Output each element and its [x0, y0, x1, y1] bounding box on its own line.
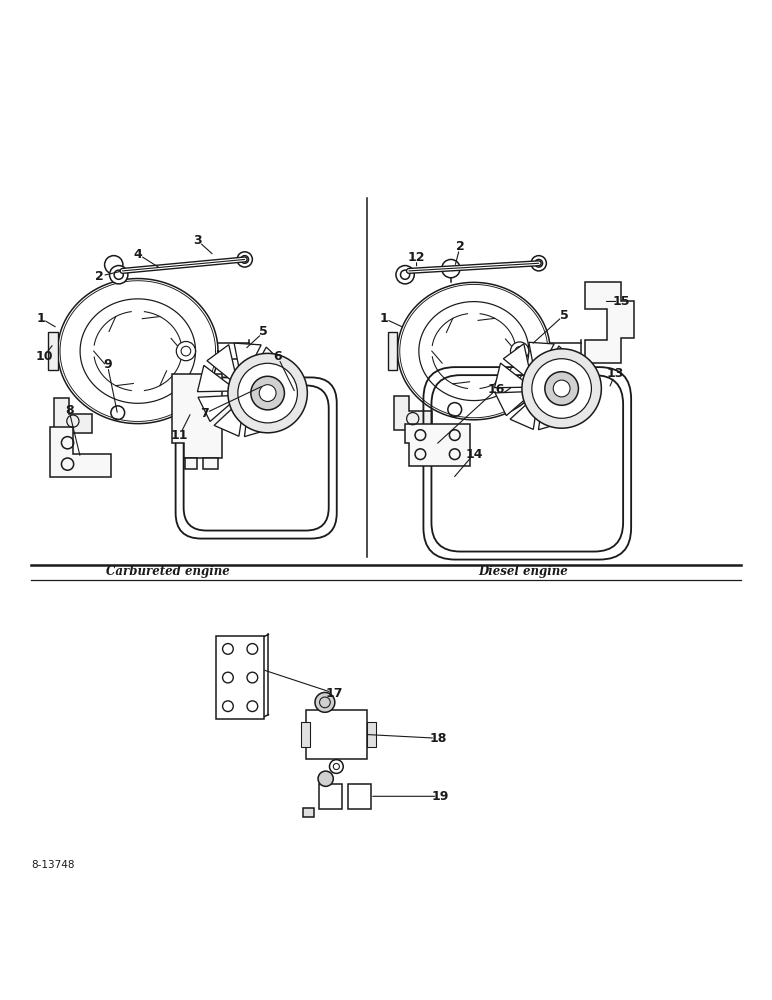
Polygon shape — [257, 371, 291, 398]
Polygon shape — [214, 402, 244, 436]
Text: 15: 15 — [612, 295, 630, 308]
Circle shape — [176, 341, 195, 361]
FancyBboxPatch shape — [306, 710, 367, 759]
Polygon shape — [303, 808, 314, 817]
Circle shape — [522, 349, 601, 428]
Text: 5: 5 — [560, 309, 568, 322]
Polygon shape — [529, 342, 554, 372]
Circle shape — [110, 266, 128, 284]
Polygon shape — [503, 344, 530, 378]
Text: 14: 14 — [465, 448, 482, 461]
Circle shape — [554, 380, 570, 397]
Text: 4: 4 — [134, 248, 142, 261]
Polygon shape — [207, 345, 236, 382]
FancyBboxPatch shape — [319, 784, 342, 809]
Circle shape — [531, 256, 547, 271]
Polygon shape — [198, 395, 235, 422]
Polygon shape — [203, 458, 218, 469]
FancyBboxPatch shape — [301, 722, 310, 747]
Polygon shape — [550, 388, 581, 420]
Polygon shape — [388, 332, 398, 370]
Text: 12: 12 — [408, 251, 425, 264]
Text: 18: 18 — [429, 732, 447, 745]
Text: 16: 16 — [488, 383, 506, 396]
Polygon shape — [245, 400, 270, 437]
Circle shape — [237, 252, 252, 267]
Text: 6: 6 — [273, 350, 282, 363]
Polygon shape — [510, 398, 538, 429]
Text: 5: 5 — [259, 325, 268, 338]
FancyBboxPatch shape — [348, 784, 371, 809]
Text: 9: 9 — [103, 358, 112, 371]
Polygon shape — [551, 368, 582, 393]
Text: 8: 8 — [65, 404, 73, 417]
Circle shape — [238, 363, 297, 423]
Circle shape — [330, 760, 344, 773]
Polygon shape — [185, 458, 198, 469]
Polygon shape — [495, 392, 530, 416]
Text: 1: 1 — [36, 312, 46, 325]
Polygon shape — [256, 392, 290, 426]
Text: 3: 3 — [193, 234, 201, 247]
Text: 2: 2 — [455, 240, 465, 253]
Text: 10: 10 — [36, 350, 52, 363]
Text: Carbureted engine: Carbureted engine — [107, 565, 230, 578]
Circle shape — [525, 372, 553, 399]
Circle shape — [442, 259, 460, 278]
Polygon shape — [172, 374, 237, 458]
Text: 11: 11 — [171, 429, 188, 442]
Circle shape — [318, 771, 334, 786]
FancyBboxPatch shape — [216, 636, 264, 719]
Polygon shape — [250, 347, 286, 379]
Text: 1: 1 — [379, 312, 388, 325]
Polygon shape — [405, 424, 470, 466]
Text: Diesel engine: Diesel engine — [479, 565, 568, 578]
FancyBboxPatch shape — [367, 722, 376, 747]
Circle shape — [231, 376, 259, 403]
Circle shape — [259, 385, 276, 401]
Circle shape — [545, 372, 578, 405]
Polygon shape — [539, 396, 563, 430]
Circle shape — [228, 353, 307, 433]
Text: 19: 19 — [432, 790, 449, 803]
Text: 13: 13 — [607, 367, 624, 380]
Polygon shape — [198, 365, 232, 392]
Circle shape — [396, 266, 415, 284]
Text: 8-13748: 8-13748 — [31, 860, 74, 870]
Text: 7: 7 — [200, 407, 208, 420]
Polygon shape — [394, 396, 432, 430]
Polygon shape — [49, 332, 58, 370]
Polygon shape — [50, 427, 111, 477]
Polygon shape — [54, 398, 92, 433]
Text: 17: 17 — [325, 687, 343, 700]
Polygon shape — [234, 343, 261, 376]
Circle shape — [251, 376, 284, 410]
Circle shape — [532, 359, 591, 418]
Circle shape — [315, 692, 335, 712]
Circle shape — [510, 342, 529, 360]
Polygon shape — [544, 346, 577, 375]
Text: 2: 2 — [95, 270, 104, 283]
Polygon shape — [584, 282, 634, 363]
Circle shape — [104, 256, 123, 274]
Polygon shape — [495, 363, 526, 388]
